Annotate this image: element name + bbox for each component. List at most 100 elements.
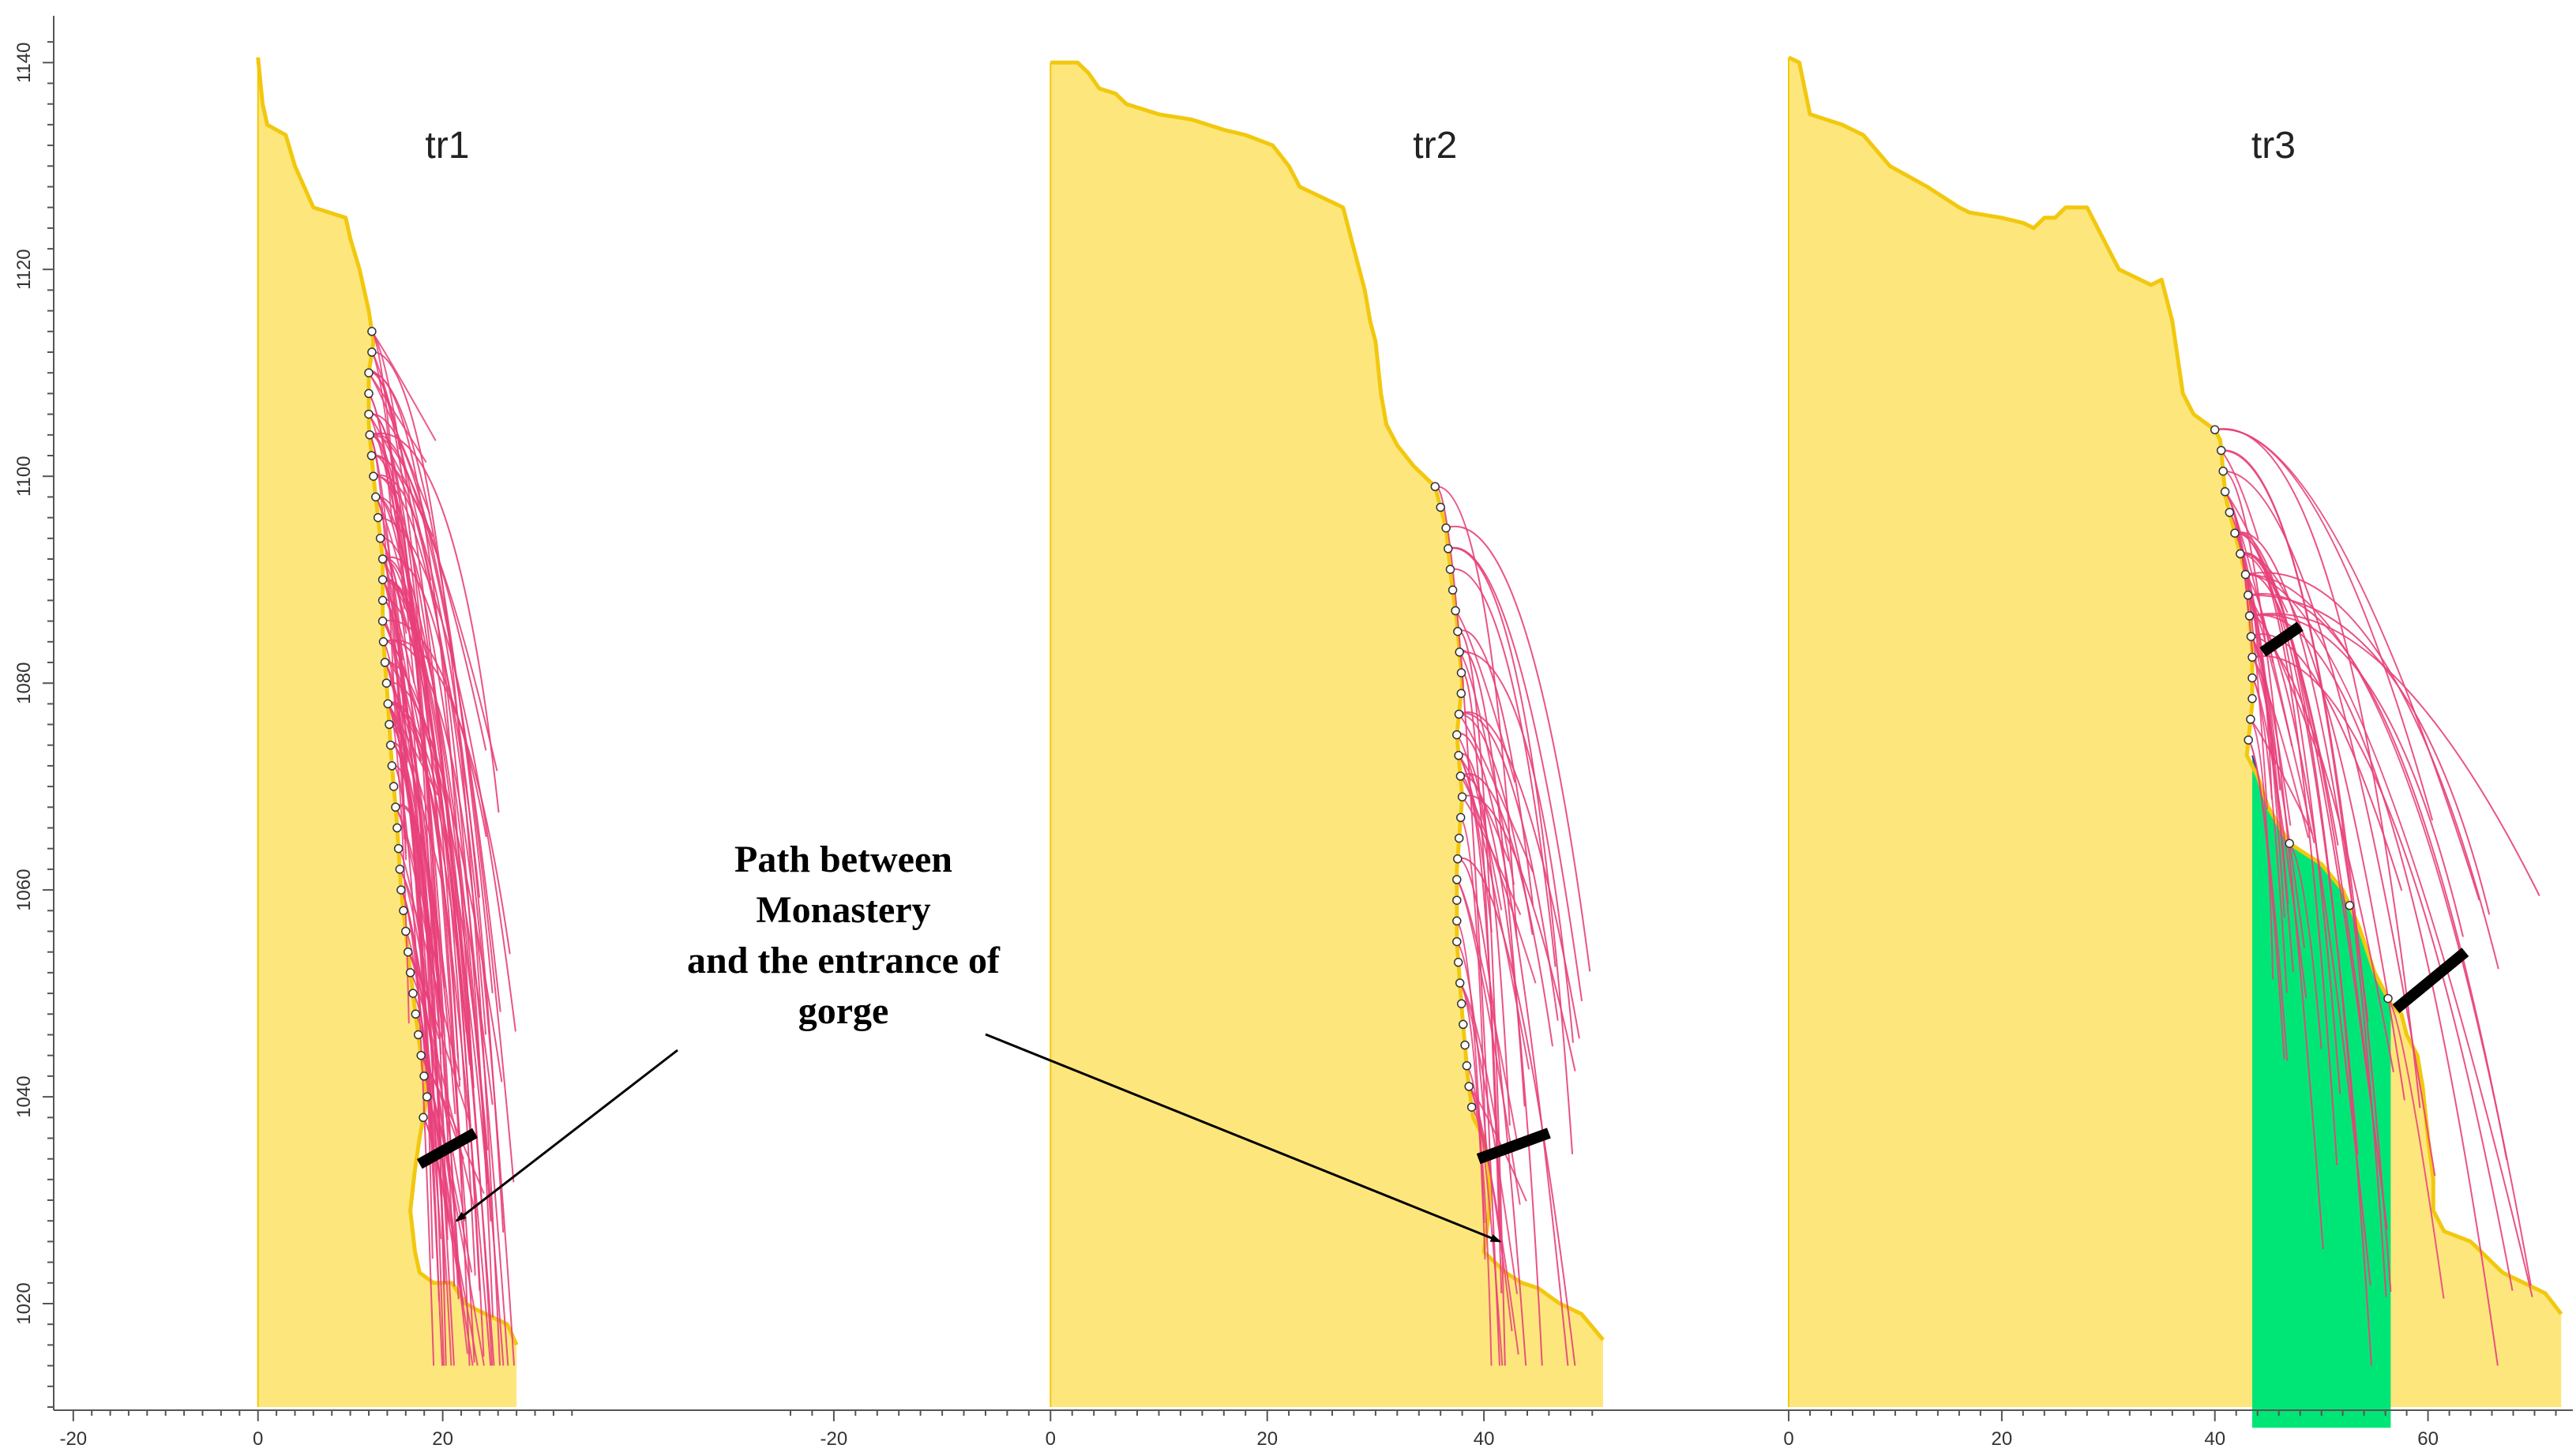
trajectories	[2214, 428, 2540, 1366]
source-point	[1452, 895, 1462, 905]
source-point	[392, 823, 402, 833]
trajectory-line	[1455, 879, 1521, 1205]
x-tick-label: 20	[432, 1428, 453, 1450]
trajectory-line	[387, 703, 438, 978]
trajectory-line	[1459, 651, 1515, 885]
source-point	[380, 658, 390, 667]
annotation-line: Path between	[734, 839, 952, 880]
source-point	[391, 802, 400, 812]
trajectory-line	[1459, 651, 1574, 1043]
source-point	[2218, 466, 2228, 476]
trajectory-line	[375, 496, 471, 1065]
source-point	[419, 1071, 429, 1081]
trajectory-line	[2250, 719, 2313, 835]
trajectory-line	[2223, 470, 2324, 1249]
source-point	[1453, 958, 1463, 967]
source-point	[1454, 709, 1464, 719]
x-tick-label: 60	[2417, 1428, 2439, 1450]
trajectory-line	[2250, 719, 2274, 980]
x-tick-label: 0	[1783, 1428, 1793, 1450]
x-tick-label: 0	[253, 1428, 263, 1450]
source-point	[1436, 502, 1445, 512]
y-tick-label: 1060	[13, 869, 35, 910]
trajectory-line	[422, 1116, 479, 1366]
trajectory-line	[381, 579, 440, 785]
source-point	[1454, 751, 1463, 760]
y-tick-label: 1120	[13, 249, 35, 290]
source-point	[1464, 1082, 1474, 1091]
x-tick-label: 40	[2204, 1428, 2225, 1450]
source-point	[2247, 673, 2257, 683]
trajectory-line	[1459, 773, 1553, 1047]
source-point	[2383, 993, 2393, 1004]
source-point	[378, 637, 389, 647]
trajectory-line	[368, 414, 422, 651]
source-point	[1459, 1019, 1468, 1030]
trajectory-line	[420, 1055, 485, 1366]
source-point	[385, 740, 396, 750]
source-point	[1451, 606, 1460, 616]
source-points	[364, 327, 432, 1123]
y-tick-label: 1140	[13, 42, 35, 83]
x-axis-tr2: -20 0 20 40	[790, 1410, 1594, 1450]
terrain-area	[1050, 62, 1603, 1407]
trajectory-line	[368, 372, 431, 515]
source-point	[369, 471, 378, 481]
source-point	[364, 409, 374, 419]
source-point	[2244, 611, 2255, 621]
trajectory-line	[1460, 775, 1502, 1237]
source-point	[1444, 544, 1453, 554]
source-point	[366, 451, 377, 460]
trajectory-line	[2223, 470, 2436, 1176]
source-point	[408, 989, 418, 998]
source-point	[1456, 999, 1466, 1008]
trajectory-line	[2289, 842, 2323, 1049]
trajectory-line	[381, 579, 407, 854]
panels-layer: tr1 tr2 tr3	[256, 55, 2563, 1428]
source-point	[1462, 1061, 1472, 1071]
terrain-area	[1789, 57, 2562, 1408]
trajectory-line	[2247, 595, 2285, 918]
source-point	[365, 430, 374, 440]
y-tick-label: 1040	[13, 1075, 35, 1117]
source-point	[1448, 585, 1458, 595]
source-point	[1453, 854, 1463, 864]
source-point	[2236, 549, 2245, 559]
source-point	[2225, 508, 2235, 517]
source-point	[1452, 916, 1462, 926]
source-point	[367, 347, 377, 357]
trajectory-line	[1455, 940, 1489, 1160]
source-point	[2243, 591, 2253, 600]
trajectory-line	[1457, 857, 1576, 1366]
trajectory-line	[1461, 796, 1522, 915]
trajectory-line	[2234, 531, 2369, 1022]
trajectory-line	[1456, 733, 1569, 1366]
source-point	[1456, 668, 1466, 677]
source-point	[371, 492, 381, 502]
source-point	[1455, 812, 1466, 823]
trajectory-line	[1455, 610, 1516, 783]
source-point	[387, 761, 397, 771]
trajectory-line	[2240, 553, 2359, 1155]
trajectory-line	[412, 993, 436, 1147]
panel-tr1: tr1	[256, 57, 519, 1408]
source-point	[2216, 445, 2226, 456]
source-point	[405, 968, 415, 978]
source-point	[381, 678, 392, 688]
trajectory-line	[2249, 614, 2499, 1366]
trajectory-line	[2245, 573, 2533, 1297]
source-point	[383, 699, 392, 709]
barrier	[416, 1128, 478, 1169]
trajectory-line	[1459, 711, 1580, 1039]
axes-layer: -20 0 20 -20 0 20 40 0 20 40 60 1020 1040 1060 1080 110…	[13, 16, 2573, 1450]
annotation-arrow	[985, 1033, 1502, 1243]
source-point	[377, 554, 388, 564]
source-point	[411, 1009, 421, 1019]
source-point	[2285, 839, 2294, 848]
source-point	[1453, 626, 1463, 636]
trajectory-line	[1457, 629, 1534, 906]
trajectory-line	[1448, 546, 1583, 1002]
trajectory-line	[2251, 656, 2305, 948]
trajectory-line	[374, 496, 429, 682]
